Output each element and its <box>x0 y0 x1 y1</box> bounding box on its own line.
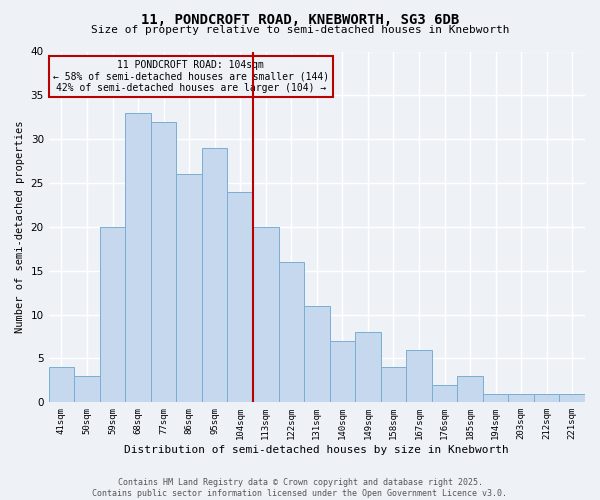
Bar <box>49 367 74 402</box>
Bar <box>355 332 380 402</box>
Text: 11, PONDCROFT ROAD, KNEBWORTH, SG3 6DB: 11, PONDCROFT ROAD, KNEBWORTH, SG3 6DB <box>141 12 459 26</box>
Bar <box>227 192 253 402</box>
Bar <box>406 350 432 403</box>
Bar <box>202 148 227 403</box>
Bar <box>151 122 176 402</box>
Text: Contains HM Land Registry data © Crown copyright and database right 2025.
Contai: Contains HM Land Registry data © Crown c… <box>92 478 508 498</box>
Bar <box>534 394 559 402</box>
Bar <box>100 227 125 402</box>
Y-axis label: Number of semi-detached properties: Number of semi-detached properties <box>15 120 25 333</box>
Bar <box>432 385 457 402</box>
Bar <box>559 394 585 402</box>
Bar <box>176 174 202 402</box>
Bar <box>483 394 508 402</box>
Bar <box>125 113 151 403</box>
Text: Size of property relative to semi-detached houses in Knebworth: Size of property relative to semi-detach… <box>91 25 509 35</box>
Bar <box>278 262 304 402</box>
Bar <box>508 394 534 402</box>
Bar <box>74 376 100 402</box>
Bar <box>457 376 483 402</box>
Bar <box>253 227 278 402</box>
Bar <box>304 306 329 402</box>
Text: 11 PONDCROFT ROAD: 104sqm
← 58% of semi-detached houses are smaller (144)
42% of: 11 PONDCROFT ROAD: 104sqm ← 58% of semi-… <box>53 60 329 94</box>
X-axis label: Distribution of semi-detached houses by size in Knebworth: Distribution of semi-detached houses by … <box>124 445 509 455</box>
Bar <box>380 367 406 402</box>
Bar <box>329 341 355 402</box>
